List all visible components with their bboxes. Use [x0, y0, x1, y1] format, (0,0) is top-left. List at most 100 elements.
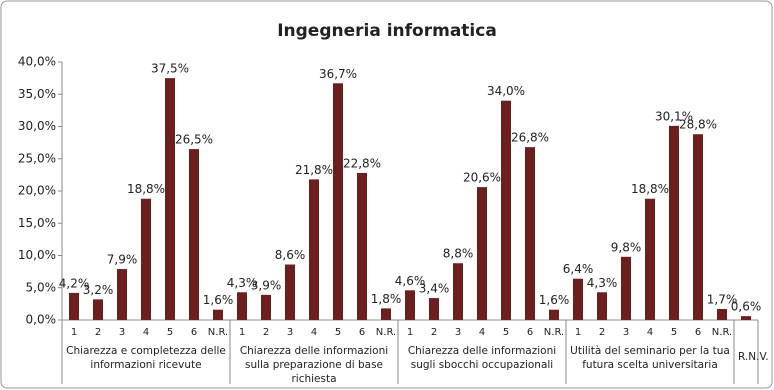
- value-label: 6,4%: [563, 262, 594, 276]
- x-tick-label: N.R.: [712, 327, 732, 338]
- group-label: Chiarezza delle informazioni sulla prepa…: [239, 345, 389, 385]
- x-tick-label: 1: [239, 327, 245, 338]
- bar: [381, 308, 391, 320]
- bar: [429, 298, 439, 320]
- value-label: 18,8%: [127, 182, 165, 196]
- value-label: 21,8%: [295, 163, 333, 177]
- bar: [717, 309, 727, 320]
- x-tick-label: 3: [455, 327, 461, 338]
- bar: [669, 125, 679, 320]
- value-label: 28,8%: [679, 118, 717, 132]
- bar: [357, 172, 367, 320]
- bar: [69, 292, 79, 320]
- value-label: 22,8%: [343, 156, 381, 170]
- x-tick-label: 2: [599, 327, 605, 338]
- bar: [573, 278, 583, 320]
- bar: [477, 187, 487, 320]
- x-tick-label: 3: [119, 327, 125, 338]
- value-label: 8,6%: [275, 248, 306, 262]
- y-tick-label: 25,0%: [18, 151, 56, 165]
- value-label: 1,8%: [371, 292, 402, 306]
- y-tick-label: 20,0%: [18, 184, 56, 198]
- x-tick-label: 5: [671, 327, 677, 338]
- x-tick-label: 5: [335, 327, 341, 338]
- value-label: 1,7%: [707, 293, 738, 307]
- value-label: 7,9%: [107, 253, 138, 267]
- y-tick-label: 30,0%: [18, 119, 56, 133]
- value-label: 0,6%: [731, 300, 762, 314]
- value-label: 4,3%: [587, 276, 618, 290]
- x-tick-label: 4: [143, 327, 149, 338]
- bar: [165, 78, 175, 320]
- x-tick-label: 1: [407, 327, 413, 338]
- bar: [405, 290, 415, 320]
- value-label: 37,5%: [151, 62, 189, 76]
- x-tick-label: 2: [263, 327, 269, 338]
- bar: [741, 316, 751, 320]
- bar: [333, 83, 343, 320]
- x-tick-label: 6: [191, 327, 197, 338]
- x-tick-label: 1: [575, 327, 581, 338]
- y-tick-label: 35,0%: [18, 87, 56, 101]
- y-tick-label: 10,0%: [18, 248, 56, 262]
- bar: [237, 292, 247, 320]
- value-label: 26,5%: [175, 133, 213, 147]
- x-tick-label: 6: [695, 327, 701, 338]
- bar: [453, 263, 463, 320]
- value-label: 36,7%: [319, 67, 357, 81]
- chart-title: Ingegneria informatica: [277, 21, 497, 41]
- bar: [525, 147, 535, 320]
- bar: [693, 134, 703, 320]
- x-tick-label: 5: [503, 327, 509, 338]
- x-tick-label: 6: [527, 327, 533, 338]
- bar: [621, 256, 631, 320]
- group-label: Chiarezza delle informazioni sugli sbocc…: [407, 345, 557, 371]
- value-label: 1,6%: [539, 293, 570, 307]
- y-tick-label: 0,0%: [26, 313, 57, 327]
- bar: [213, 309, 223, 320]
- value-label: 34,0%: [487, 84, 525, 98]
- x-tick-label: 6: [359, 327, 365, 338]
- value-label: 18,8%: [631, 182, 669, 196]
- y-tick-label: 40,0%: [18, 55, 56, 69]
- x-tick-label: 4: [479, 327, 485, 338]
- bar: [117, 269, 127, 320]
- x-tick-label: N.R.: [208, 327, 228, 338]
- value-label: 20,6%: [463, 171, 501, 185]
- bar: [261, 294, 271, 320]
- x-tick-label: 2: [431, 327, 437, 338]
- x-tick-label: 2: [95, 327, 101, 338]
- value-label: 9,8%: [611, 240, 642, 254]
- value-label: 3,4%: [419, 282, 450, 296]
- bar: [549, 309, 559, 320]
- value-label: 1,6%: [203, 293, 234, 307]
- x-tick-label: N.R.: [544, 327, 564, 338]
- bar: [501, 100, 511, 320]
- bar: [141, 198, 151, 320]
- x-tick-label: 4: [647, 327, 653, 338]
- bar: [93, 299, 103, 320]
- bar: [189, 149, 199, 320]
- bar: [645, 198, 655, 320]
- x-tick-label: 3: [623, 327, 629, 338]
- y-tick-label: 5,0%: [26, 280, 57, 294]
- bar: [597, 292, 607, 320]
- value-label: 4,6%: [395, 274, 426, 288]
- group-label: Chiarezza e completezza delle informazio…: [66, 345, 226, 371]
- x-tick-label: 5: [167, 327, 173, 338]
- x-tick-label: 4: [311, 327, 317, 338]
- y-tick-label: 15,0%: [18, 216, 56, 230]
- value-label: 3,9%: [251, 278, 282, 292]
- group-label: Utilità del seminario per la tua futura …: [570, 345, 730, 371]
- bar: [285, 264, 295, 320]
- bar: [309, 179, 319, 320]
- x-tick-label: 3: [287, 327, 293, 338]
- value-label: 3,2%: [83, 283, 114, 297]
- x-tick-label: 1: [71, 327, 77, 338]
- value-label: 4,3%: [227, 276, 258, 290]
- value-label: 26,8%: [511, 131, 549, 145]
- value-label: 8,8%: [443, 247, 474, 261]
- x-tick-label: N.R.: [376, 327, 396, 338]
